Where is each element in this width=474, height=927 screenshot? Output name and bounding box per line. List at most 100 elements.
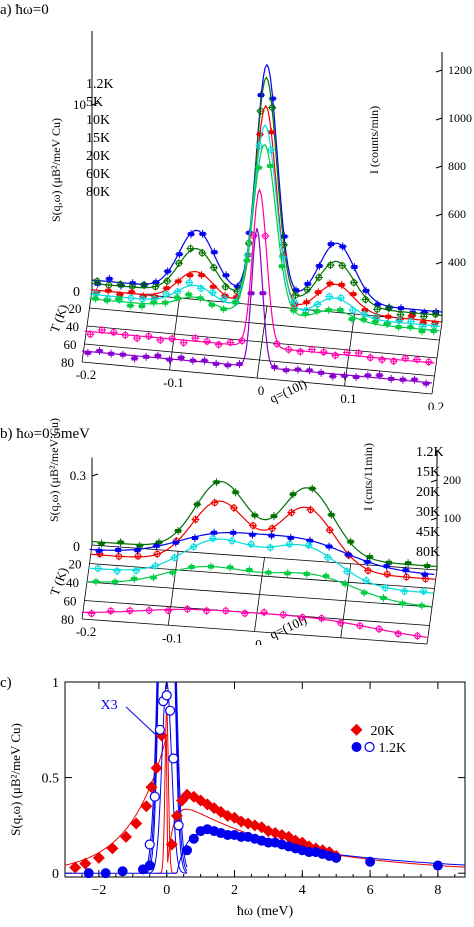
fit-curve [84, 188, 435, 364]
data-marker [411, 377, 418, 382]
data-marker [107, 607, 115, 615]
data-marker [280, 253, 287, 258]
data-marker [164, 607, 172, 614]
data-marker [292, 291, 299, 299]
data-marker-diamond [262, 825, 275, 838]
data-marker [407, 318, 415, 325]
data-marker [185, 292, 192, 297]
origin-label: 0 [73, 285, 80, 300]
data-marker [361, 308, 368, 313]
data-marker [258, 93, 265, 98]
data-marker [234, 284, 241, 289]
data-marker [420, 320, 427, 325]
data-marker [174, 288, 181, 295]
q-tick-label: 0.2 [428, 399, 444, 410]
data-marker [362, 296, 369, 303]
right-tick-label: 400 [448, 255, 466, 269]
data-marker [119, 352, 126, 357]
data-marker [399, 377, 406, 382]
data-marker [308, 346, 316, 353]
data-marker-circle [331, 852, 342, 863]
data-marker [210, 284, 217, 289]
data-marker [153, 543, 160, 548]
data-marker [166, 357, 173, 362]
data-marker [175, 259, 183, 267]
data-marker-diamond [120, 830, 133, 843]
data-marker [425, 358, 432, 366]
data-marker-open-circle [173, 820, 184, 831]
x-tick-label: 2 [231, 883, 238, 898]
data-marker [113, 567, 121, 575]
data-marker [268, 130, 275, 135]
data-marker [402, 568, 409, 573]
data-marker [360, 317, 367, 322]
q-tick-label: -0.1 [162, 630, 183, 645]
data-marker [136, 543, 143, 548]
data-marker [178, 355, 185, 360]
right-tick-label: 1000 [448, 111, 472, 125]
fit-curve [90, 104, 441, 323]
data-marker [383, 564, 390, 569]
series-30K [88, 534, 434, 596]
data-marker [140, 281, 148, 289]
data-marker [293, 288, 300, 293]
data-marker [268, 104, 276, 111]
data-marker [288, 509, 295, 516]
data-marker-diamond [194, 794, 207, 807]
data-marker [108, 351, 115, 356]
legend-a-item: 20K [86, 149, 111, 164]
data-marker [385, 560, 392, 565]
y-axis-label: S(q,ω) (μB²/meV Cu) [8, 723, 23, 836]
data-marker [260, 609, 268, 616]
q-tick-label: 0 [258, 383, 265, 398]
annotation-x3: X3 [101, 698, 118, 713]
data-marker [320, 348, 327, 356]
right-tick-label: 600 [448, 207, 466, 221]
data-marker [241, 610, 249, 617]
data-marker [375, 625, 383, 633]
data-marker [290, 492, 297, 497]
series-20K [89, 143, 440, 336]
data-marker [134, 552, 142, 560]
legend-marker-1.2K [351, 742, 362, 752]
data-marker [105, 281, 113, 289]
data-marker [430, 322, 438, 330]
data-marker [378, 356, 386, 364]
data-marker [398, 306, 405, 311]
panel-b: b) ħω=0.5meV 0.3 0 S(q,ω) (μB²/meV Cu) 100 2… [0, 415, 474, 645]
data-marker [399, 601, 406, 606]
data-marker [150, 300, 157, 305]
temperature-tick-label: 80 [61, 612, 74, 627]
data-marker [92, 579, 99, 584]
data-marker-open-circle [144, 839, 155, 850]
data-marker [403, 573, 410, 581]
panel-a: a) ħω=0 10 0 S(q,ω) (μB²/meV Cu) 400 600 800 1… [0, 0, 474, 411]
data-marker [385, 314, 392, 319]
data-marker [188, 564, 195, 569]
data-marker-diamond [145, 781, 158, 794]
data-marker [396, 317, 403, 322]
data-marker [104, 298, 110, 303]
data-marker [220, 295, 228, 302]
data-marker [418, 603, 425, 608]
data-marker [302, 311, 309, 316]
data-marker [93, 277, 101, 285]
data-marker [307, 506, 314, 514]
y-tick-label: 1 [52, 676, 59, 691]
data-marker [116, 292, 123, 297]
panel-c-label: c) [0, 675, 12, 691]
data-marker [353, 374, 360, 379]
floor-grid [81, 544, 438, 645]
data-marker [236, 362, 243, 367]
data-marker [175, 528, 182, 533]
data-marker [294, 367, 301, 372]
q-tick-label: -0.1 [163, 375, 184, 390]
data-marker [351, 265, 358, 270]
series-5K [91, 76, 442, 321]
series-1.2K (X3) [144, 690, 184, 850]
data-marker [372, 319, 379, 324]
q-axis-label: q=(10l) [267, 376, 309, 406]
series-15K [90, 498, 436, 583]
data-marker [303, 300, 310, 305]
